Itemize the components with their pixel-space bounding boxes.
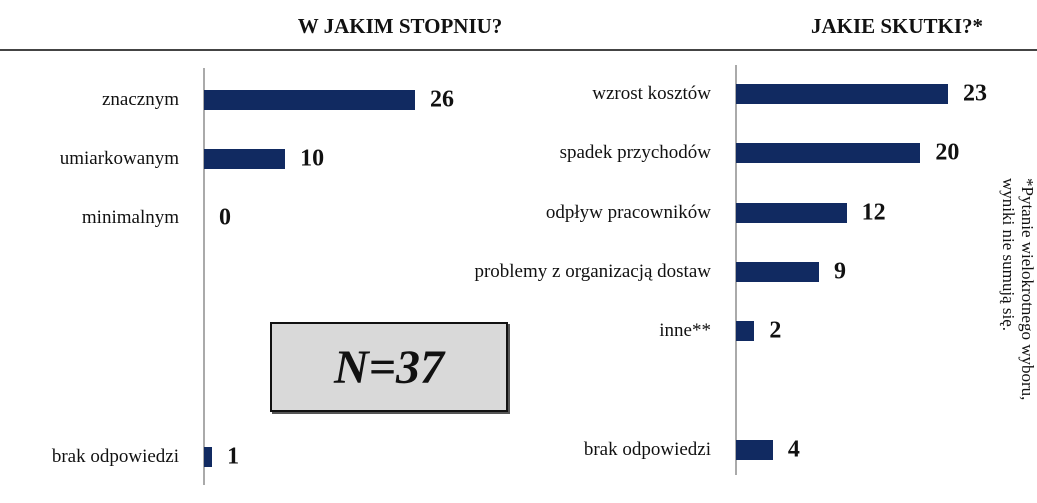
value-label: 9: [833, 258, 846, 285]
category-label: umiarkowanym: [59, 148, 179, 169]
footnote-line: *Pytanie wielokrotnego wyboru,: [1018, 178, 1037, 401]
bar: [736, 84, 948, 104]
bar: [736, 261, 819, 282]
bar: [736, 321, 755, 342]
bar: [204, 447, 213, 467]
value-label: 10: [300, 145, 325, 172]
category-label: wzrost kosztów: [592, 83, 711, 104]
category-label: znacznym: [101, 89, 179, 110]
footnote-line: wyniki nie sumują się.: [999, 178, 1018, 331]
value-label: 1: [227, 443, 240, 470]
bar: [736, 143, 921, 164]
category-label: problemy z organizacją dostaw: [474, 260, 711, 282]
value-label: 2: [769, 317, 782, 344]
category-label: brak odpowiedzi: [583, 439, 711, 460]
header-rule: [0, 49, 1037, 51]
category-label: inne**: [659, 320, 711, 342]
bar: [736, 440, 773, 460]
chart-title: JAKIE SKUTKI?*: [810, 14, 984, 38]
value-label: 20: [935, 139, 960, 166]
sample-size-box: N=37: [270, 322, 508, 412]
value-label: 26: [430, 86, 454, 113]
value-label: 23: [963, 80, 987, 107]
chart-title: W JAKIM STOPNIU?: [297, 14, 503, 38]
footnote: *Pytanie wielokrotnego wyboru, wyniki nie…: [999, 178, 1037, 478]
value-label: 12: [861, 199, 886, 226]
bar: [204, 149, 286, 169]
category-label: odpływ pracowników: [545, 201, 711, 223]
value-label: 4: [787, 436, 800, 463]
value-label: 0: [219, 204, 231, 231]
bar: [204, 90, 415, 110]
category-label: spadek przychodów: [559, 142, 711, 164]
axis-line: [203, 68, 205, 485]
category-label: brak odpowiedzi: [51, 446, 179, 467]
bar: [736, 202, 847, 223]
category-label: minimalnym: [81, 207, 179, 228]
